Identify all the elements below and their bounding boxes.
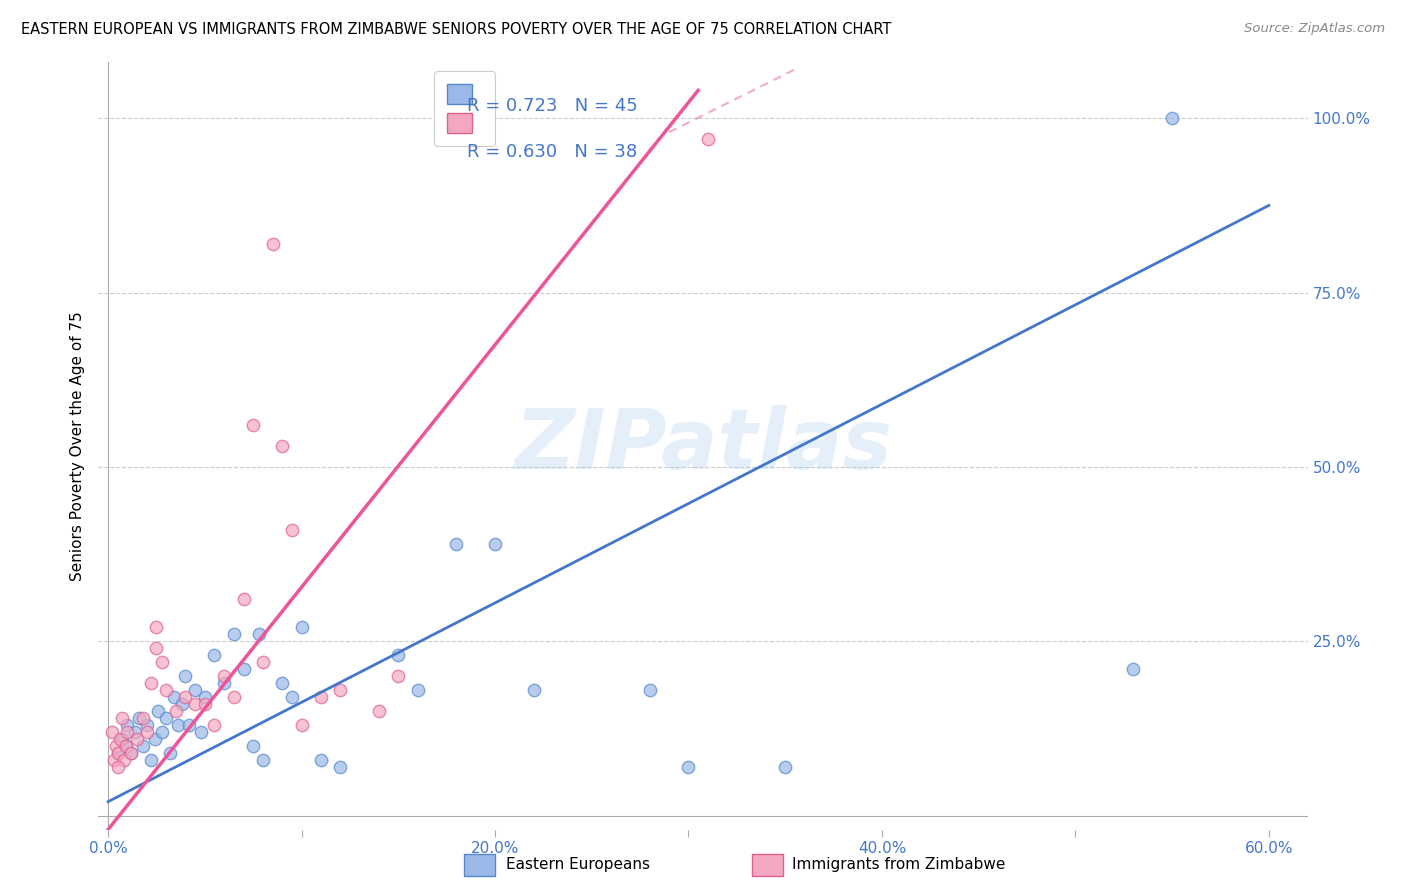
- Point: [111, 731, 134, 746]
- Point: [145, 620, 167, 634]
- Point: [281, 523, 304, 537]
- Point: [184, 697, 207, 711]
- Point: [148, 704, 170, 718]
- Point: [190, 725, 212, 739]
- Point: [271, 676, 294, 690]
- Point: [329, 760, 352, 774]
- Point: [1161, 112, 1184, 126]
- Point: [204, 718, 226, 732]
- Point: [107, 746, 129, 760]
- Point: [222, 690, 245, 704]
- Point: [232, 592, 254, 607]
- Text: R = 0.630   N = 38: R = 0.630 N = 38: [467, 143, 637, 161]
- Point: [242, 739, 264, 753]
- Point: [150, 725, 173, 739]
- Point: [112, 753, 135, 767]
- Point: [247, 627, 270, 641]
- Point: [523, 683, 546, 698]
- Point: [104, 739, 127, 753]
- Point: [114, 739, 136, 753]
- Point: [174, 669, 197, 683]
- Text: Eastern Europeans: Eastern Europeans: [506, 857, 650, 871]
- Point: [165, 704, 187, 718]
- Point: [155, 683, 177, 698]
- Point: [117, 725, 139, 739]
- Point: [446, 536, 468, 550]
- Point: [262, 236, 284, 251]
- Point: [194, 697, 217, 711]
- Text: Immigrants from Zimbabwe: Immigrants from Zimbabwe: [792, 857, 1005, 871]
- Point: [252, 655, 274, 669]
- Point: [387, 669, 409, 683]
- Point: [135, 725, 157, 739]
- Point: [232, 662, 254, 676]
- Point: [252, 753, 274, 767]
- Point: [773, 760, 796, 774]
- Point: [184, 683, 207, 698]
- Point: [242, 418, 264, 433]
- Point: [107, 760, 129, 774]
- Point: [290, 620, 312, 634]
- Point: [271, 439, 294, 453]
- Point: [135, 718, 157, 732]
- Point: [127, 731, 149, 746]
- Point: [150, 655, 173, 669]
- Point: [368, 704, 391, 718]
- Point: [139, 676, 162, 690]
- Point: [139, 753, 162, 767]
- Point: [155, 711, 177, 725]
- Point: [309, 690, 332, 704]
- Point: [194, 690, 217, 704]
- Point: [212, 669, 235, 683]
- Point: [111, 711, 134, 725]
- Point: [143, 731, 166, 746]
- Point: [484, 536, 506, 550]
- Point: [204, 648, 226, 663]
- Point: [132, 711, 155, 725]
- Text: Source: ZipAtlas.com: Source: ZipAtlas.com: [1244, 22, 1385, 36]
- Point: [132, 739, 155, 753]
- Point: [101, 725, 124, 739]
- Point: [114, 739, 136, 753]
- Point: [1122, 662, 1144, 676]
- Point: [124, 725, 146, 739]
- Point: [174, 690, 197, 704]
- Point: [179, 718, 201, 732]
- Point: [159, 746, 181, 760]
- Point: [108, 731, 131, 746]
- Point: [696, 132, 718, 146]
- Point: [120, 746, 142, 760]
- Point: [117, 718, 139, 732]
- Point: [120, 746, 142, 760]
- Point: [163, 690, 186, 704]
- Point: [103, 753, 125, 767]
- Point: [107, 746, 129, 760]
- Legend: , : ,: [434, 71, 495, 145]
- Point: [309, 753, 332, 767]
- Point: [406, 683, 429, 698]
- Point: [387, 648, 409, 663]
- Point: [290, 718, 312, 732]
- Point: [329, 683, 352, 698]
- Point: [638, 683, 661, 698]
- Point: [281, 690, 304, 704]
- Y-axis label: Seniors Poverty Over the Age of 75: Seniors Poverty Over the Age of 75: [69, 311, 84, 581]
- Point: [170, 697, 193, 711]
- Point: [212, 676, 235, 690]
- Text: ZIPatlas: ZIPatlas: [515, 406, 891, 486]
- Text: R = 0.723   N = 45: R = 0.723 N = 45: [467, 97, 638, 115]
- Point: [145, 641, 167, 656]
- Point: [166, 718, 188, 732]
- Point: [222, 627, 245, 641]
- Point: [128, 711, 150, 725]
- Text: EASTERN EUROPEAN VS IMMIGRANTS FROM ZIMBABWE SENIORS POVERTY OVER THE AGE OF 75 : EASTERN EUROPEAN VS IMMIGRANTS FROM ZIMB…: [21, 22, 891, 37]
- Point: [678, 760, 700, 774]
